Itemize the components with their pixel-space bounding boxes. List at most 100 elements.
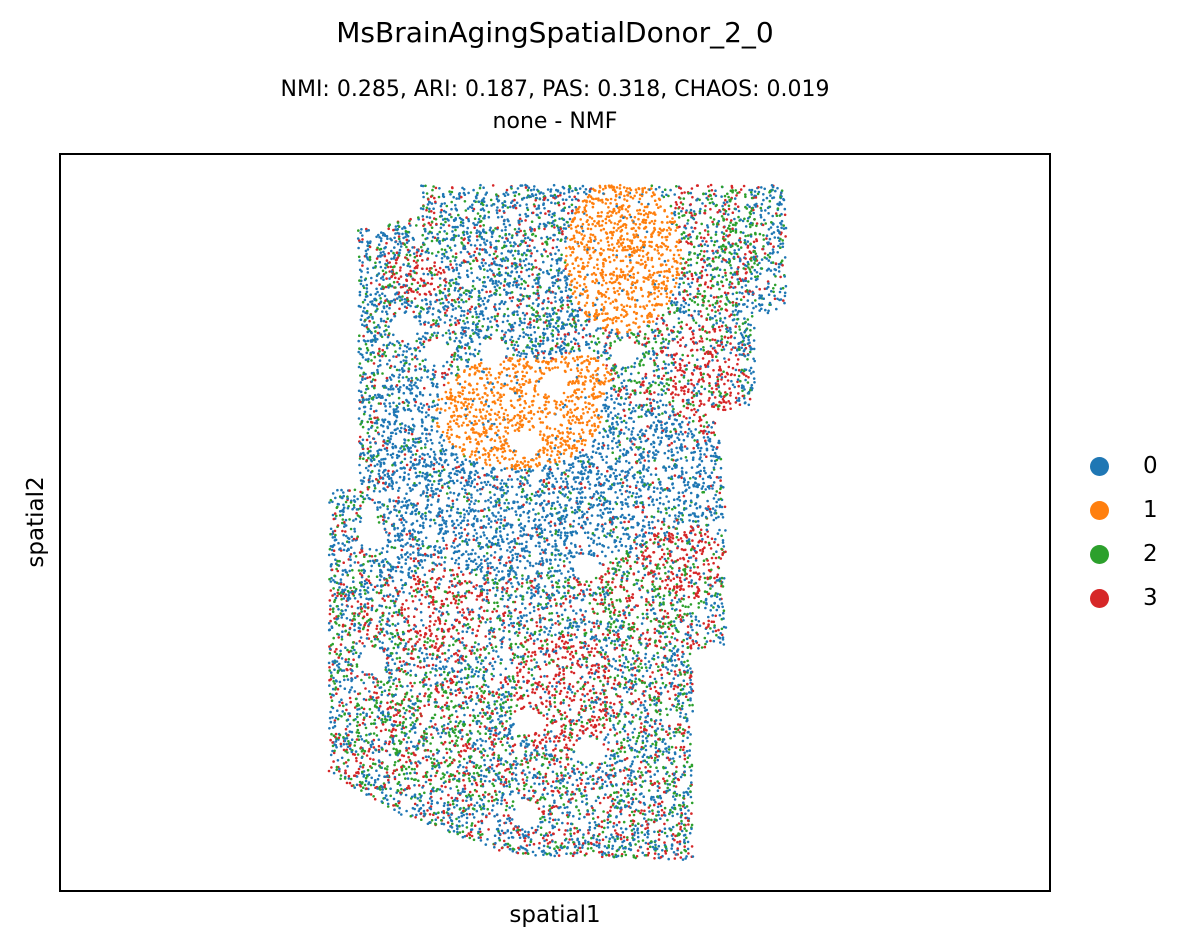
scatter-point-cluster-2 xyxy=(666,713,669,717)
scatter-point-cluster-0 xyxy=(719,484,723,488)
scatter-point-cluster-0 xyxy=(568,296,572,299)
scatter-point-cluster-0 xyxy=(609,426,612,430)
scatter-point-cluster-2 xyxy=(653,459,656,462)
scatter-point-cluster-2 xyxy=(399,344,402,347)
scatter-point-cluster-3 xyxy=(362,707,366,711)
scatter-point-cluster-2 xyxy=(404,717,408,721)
scatter-point-cluster-2 xyxy=(402,720,405,724)
scatter-point-cluster-0 xyxy=(696,515,700,518)
scatter-point-cluster-0 xyxy=(684,343,688,347)
scatter-point-cluster-0 xyxy=(641,377,644,380)
metrics-line: NMI: 0.285, ARI: 0.187, PAS: 0.318, CHAO… xyxy=(280,77,830,102)
scatter-point-cluster-3 xyxy=(379,729,383,733)
scatter-point-cluster-0 xyxy=(440,444,444,447)
scatter-point-cluster-2 xyxy=(666,818,669,822)
scatter-point-cluster-0 xyxy=(623,729,627,733)
scatter-point-cluster-3 xyxy=(627,801,630,804)
scatter-point-cluster-0 xyxy=(515,201,519,205)
scatter-point-cluster-2 xyxy=(598,496,601,500)
scatter-point-cluster-0 xyxy=(407,250,411,254)
scatter-point-cluster-0 xyxy=(450,574,453,577)
scatter-point-cluster-1 xyxy=(591,301,595,305)
scatter-point-cluster-0 xyxy=(722,577,726,580)
scatter-point-cluster-0 xyxy=(710,393,714,396)
scatter-point-cluster-0 xyxy=(615,823,619,827)
scatter-point-cluster-2 xyxy=(426,641,429,644)
scatter-point-cluster-3 xyxy=(514,206,518,210)
scatter-point-cluster-0 xyxy=(656,400,659,404)
scatter-point-cluster-0 xyxy=(583,694,587,698)
scatter-point-cluster-1 xyxy=(668,296,672,300)
scatter-point-cluster-2 xyxy=(464,667,467,671)
scatter-point-cluster-2 xyxy=(671,811,674,814)
scatter-point-cluster-3 xyxy=(655,662,658,666)
scatter-point-cluster-3 xyxy=(365,787,368,790)
scatter-point-cluster-0 xyxy=(402,391,406,395)
scatter-point-cluster-0 xyxy=(687,432,690,435)
scatter-point-cluster-0 xyxy=(426,311,429,315)
scatter-point-cluster-0 xyxy=(454,533,458,537)
scatter-point-cluster-3 xyxy=(384,728,388,731)
scatter-point-cluster-0 xyxy=(607,413,610,416)
scatter-point-cluster-3 xyxy=(686,277,690,280)
scatter-point-cluster-0 xyxy=(689,774,693,777)
scatter-point-cluster-2 xyxy=(539,772,542,776)
scatter-point-cluster-0 xyxy=(588,318,591,321)
scatter-point-cluster-0 xyxy=(575,551,578,554)
scatter-point-cluster-0 xyxy=(378,359,382,362)
scatter-point-cluster-0 xyxy=(689,581,693,584)
scatter-point-cluster-3 xyxy=(445,547,449,550)
scatter-point-cluster-2 xyxy=(424,446,427,449)
scatter-point-cluster-0 xyxy=(577,770,581,774)
scatter-point-cluster-3 xyxy=(554,643,558,646)
scatter-point-cluster-0 xyxy=(699,453,702,456)
scatter-point-cluster-0 xyxy=(481,739,484,743)
scatter-point-cluster-1 xyxy=(495,456,499,460)
scatter-point-cluster-0 xyxy=(475,532,478,535)
scatter-point-cluster-3 xyxy=(554,651,558,655)
scatter-point-cluster-3 xyxy=(660,555,664,559)
scatter-point-cluster-3 xyxy=(377,302,381,306)
scatter-point-cluster-0 xyxy=(743,239,747,242)
scatter-point-cluster-2 xyxy=(410,594,414,598)
scatter-point-cluster-0 xyxy=(667,342,670,345)
scatter-point-cluster-1 xyxy=(634,188,638,191)
scatter-point-cluster-3 xyxy=(463,528,467,531)
scatter-point-cluster-0 xyxy=(566,805,569,809)
scatter-point-cluster-0 xyxy=(670,448,673,451)
scatter-point-cluster-2 xyxy=(424,184,427,188)
scatter-point-cluster-3 xyxy=(359,761,363,765)
scatter-point-cluster-3 xyxy=(665,323,668,327)
scatter-point-cluster-0 xyxy=(480,769,483,773)
scatter-point-cluster-3 xyxy=(451,499,455,503)
scatter-point-cluster-1 xyxy=(521,462,525,465)
scatter-point-cluster-3 xyxy=(646,712,650,715)
scatter-point-cluster-1 xyxy=(593,382,596,385)
scatter-point-cluster-3 xyxy=(468,723,472,727)
scatter-point-cluster-0 xyxy=(462,300,465,304)
scatter-point-cluster-3 xyxy=(613,633,616,637)
scatter-point-cluster-2 xyxy=(513,575,516,579)
scatter-point-cluster-1 xyxy=(624,208,628,211)
scatter-point-cluster-0 xyxy=(598,766,602,770)
scatter-point-cluster-0 xyxy=(688,486,691,489)
scatter-point-cluster-0 xyxy=(572,609,575,612)
scatter-point-cluster-3 xyxy=(725,218,729,221)
scatter-point-cluster-0 xyxy=(627,471,630,475)
scatter-point-cluster-1 xyxy=(546,442,549,446)
scatter-point-cluster-0 xyxy=(690,579,693,582)
scatter-point-cluster-2 xyxy=(388,637,392,641)
scatter-point-cluster-3 xyxy=(708,304,712,307)
scatter-point-cluster-2 xyxy=(402,706,406,710)
scatter-point-cluster-3 xyxy=(454,660,458,663)
scatter-point-cluster-2 xyxy=(652,657,656,661)
scatter-point-cluster-0 xyxy=(407,377,411,381)
scatter-point-cluster-0 xyxy=(375,421,379,425)
scatter-point-cluster-0 xyxy=(467,326,470,330)
scatter-point-cluster-0 xyxy=(710,459,713,463)
scatter-point-cluster-0 xyxy=(655,701,659,705)
scatter-point-cluster-0 xyxy=(681,491,685,494)
scatter-point-cluster-1 xyxy=(573,285,576,289)
scatter-point-cluster-2 xyxy=(332,680,335,683)
scatter-point-cluster-0 xyxy=(634,677,638,680)
